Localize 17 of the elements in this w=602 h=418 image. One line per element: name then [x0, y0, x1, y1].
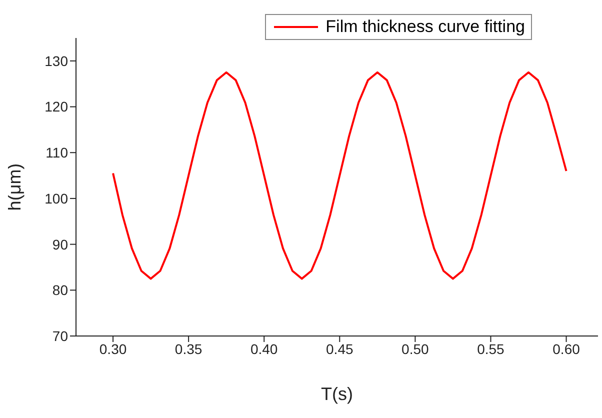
x-tick-label: 0.60: [552, 340, 580, 357]
y-tick-label: 90: [52, 236, 68, 252]
y-tick-label: 80: [52, 282, 68, 298]
y-tick-label: 100: [44, 190, 68, 206]
legend-label: Film thickness curve fitting: [326, 17, 525, 37]
x-tick-label: 0.45: [326, 340, 354, 357]
x-tick-label: 0.40: [250, 340, 278, 357]
y-tick-label: 130: [44, 52, 68, 69]
x-tick-label: 0.50: [402, 340, 430, 357]
y-tick-label: 70: [52, 328, 68, 344]
x-tick-label: 0.55: [477, 340, 505, 357]
x-axis-title: T(s): [321, 384, 353, 404]
line-series: [112, 71, 568, 280]
x-tick-label: 0.30: [99, 340, 127, 357]
y-tick-label: 120: [44, 98, 68, 115]
y-tick-label: 110: [46, 144, 68, 161]
x-tick-label: 0.35: [174, 340, 202, 357]
